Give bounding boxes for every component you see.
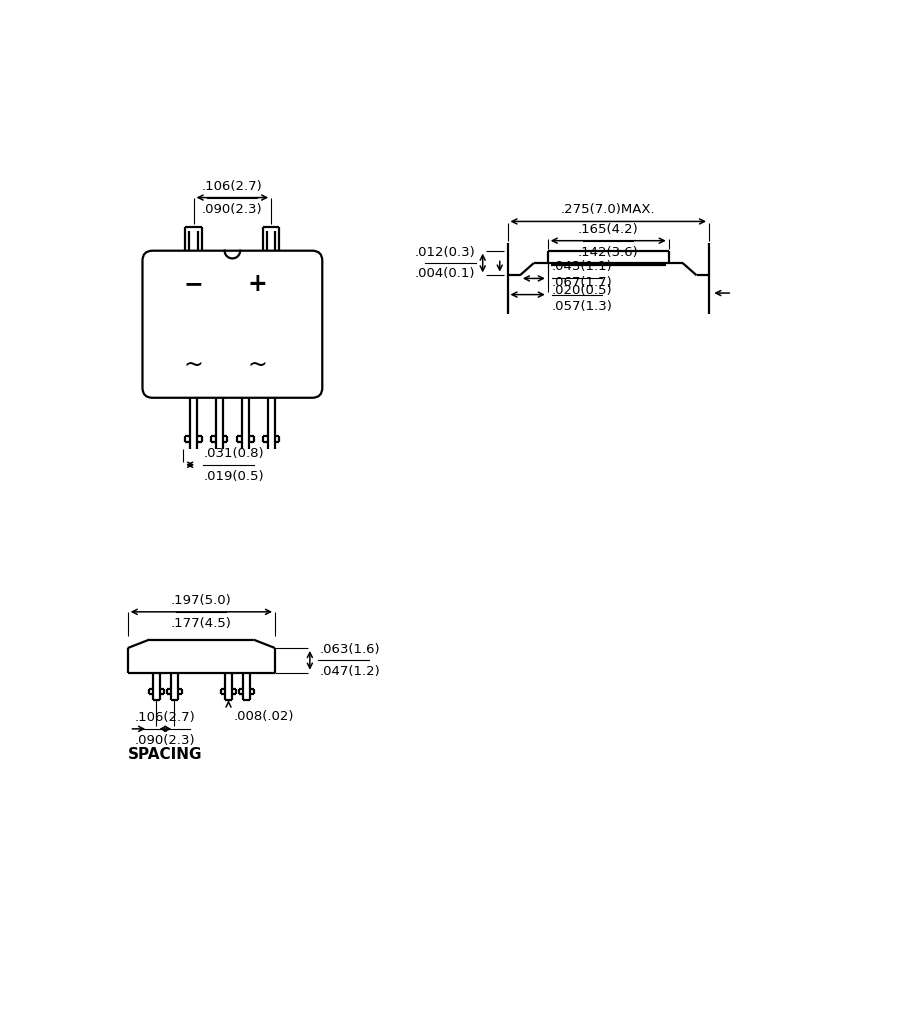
Text: .012(0.3): .012(0.3)	[414, 246, 475, 259]
Text: .177(4.5): .177(4.5)	[171, 616, 232, 630]
Text: +: +	[247, 271, 267, 296]
Text: .063(1.6): .063(1.6)	[319, 643, 380, 656]
FancyBboxPatch shape	[143, 251, 322, 397]
Text: .106(2.7): .106(2.7)	[202, 179, 263, 193]
Text: .067(1.7): .067(1.7)	[551, 276, 612, 289]
Text: .031(0.8): .031(0.8)	[203, 446, 264, 460]
Text: .090(2.3): .090(2.3)	[202, 203, 263, 216]
Text: .019(0.5): .019(0.5)	[203, 470, 264, 482]
Text: SPACING: SPACING	[128, 748, 203, 762]
Text: .047(1.2): .047(1.2)	[319, 665, 380, 678]
Text: .090(2.3): .090(2.3)	[135, 734, 196, 746]
Text: .004(0.1): .004(0.1)	[415, 267, 475, 281]
Text: .106(2.7): .106(2.7)	[135, 711, 196, 724]
Text: .043(1.1): .043(1.1)	[551, 260, 612, 273]
Text: ~: ~	[184, 352, 204, 377]
Text: .142(3.6): .142(3.6)	[578, 246, 638, 259]
Text: .020(0.5): .020(0.5)	[551, 284, 612, 297]
Text: .057(1.3): .057(1.3)	[551, 300, 612, 313]
Text: ~: ~	[247, 352, 267, 377]
Text: −: −	[184, 271, 204, 296]
Text: .008(.02): .008(.02)	[233, 711, 295, 723]
Text: .275(7.0)MAX.: .275(7.0)MAX.	[561, 203, 656, 216]
Text: .197(5.0): .197(5.0)	[171, 594, 232, 607]
Text: .165(4.2): .165(4.2)	[578, 222, 638, 236]
